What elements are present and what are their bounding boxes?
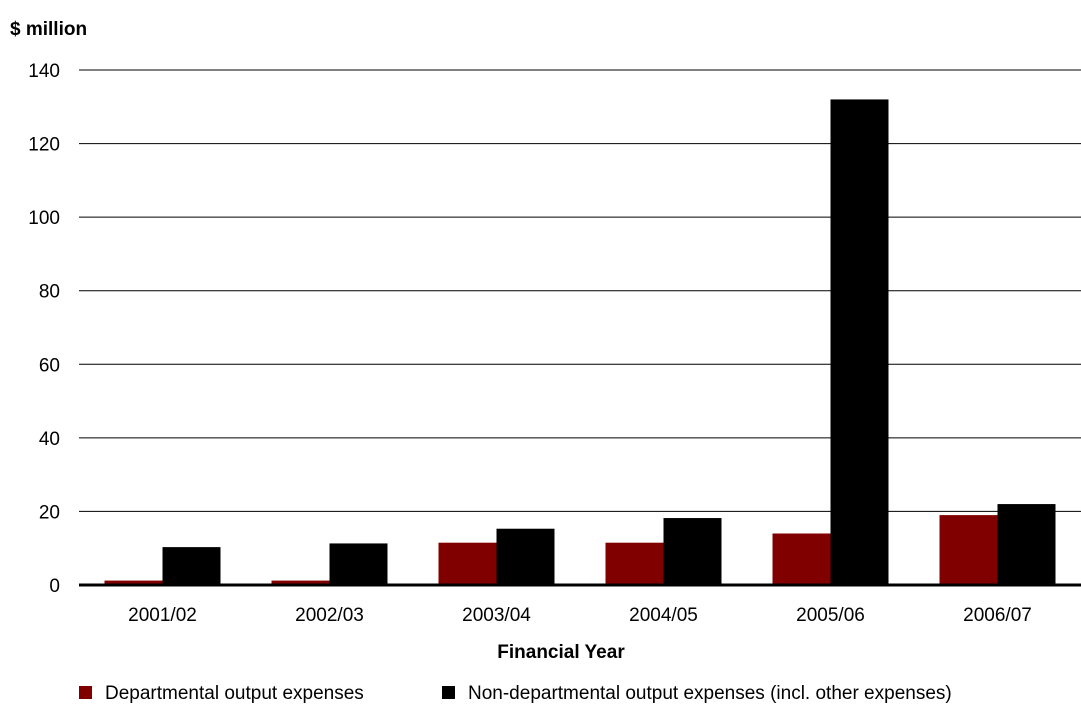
y-tick-label: 60 bbox=[39, 355, 60, 376]
y-tick-label: 140 bbox=[28, 61, 60, 82]
bar-non-departmental bbox=[830, 99, 889, 585]
bar-non-departmental bbox=[997, 504, 1056, 585]
bar-departmental bbox=[605, 542, 664, 585]
legend-label-non-departmental: Non-departmental output expenses (incl. … bbox=[468, 683, 952, 704]
bars bbox=[104, 99, 1056, 585]
bar-departmental bbox=[438, 542, 497, 585]
x-tick-label: 2002/03 bbox=[295, 605, 364, 626]
legend-swatch-non-departmental bbox=[442, 686, 455, 699]
legend-swatch-departmental bbox=[79, 686, 92, 699]
bar-departmental bbox=[104, 580, 163, 585]
bar-non-departmental bbox=[663, 518, 722, 585]
y-tick-label: 0 bbox=[49, 576, 60, 597]
x-tick-label: 2006/07 bbox=[963, 605, 1032, 626]
y-tick-label: 80 bbox=[39, 282, 60, 303]
y-tick-label: 120 bbox=[28, 135, 60, 156]
bar-non-departmental bbox=[496, 528, 555, 585]
x-tick-label: 2005/06 bbox=[796, 605, 865, 626]
legend-label-departmental: Departmental output expenses bbox=[105, 683, 364, 704]
x-tick-label: 2001/02 bbox=[128, 605, 197, 626]
x-axis-title: Financial Year bbox=[497, 642, 625, 663]
y-axis-tick-labels: 0 20 40 60 80 100 120 140 bbox=[28, 61, 60, 597]
bar-non-departmental bbox=[329, 543, 388, 585]
bar-non-departmental bbox=[162, 547, 221, 585]
y-axis-title: $ million bbox=[10, 19, 87, 40]
x-tick-label: 2004/05 bbox=[629, 605, 698, 626]
y-tick-label: 100 bbox=[28, 208, 60, 229]
bar-departmental bbox=[939, 515, 998, 585]
x-axis-tick-labels: 2001/02 2002/03 2003/04 2004/05 2005/06 2006/… bbox=[128, 605, 1032, 626]
y-tick-label: 20 bbox=[39, 502, 60, 523]
bar-departmental bbox=[271, 580, 330, 585]
gridlines bbox=[79, 69, 1081, 512]
legend: Departmental output expenses Non-departm… bbox=[79, 683, 952, 704]
x-tick-label: 2003/04 bbox=[462, 605, 531, 626]
bar-departmental bbox=[772, 533, 831, 585]
y-tick-label: 40 bbox=[39, 429, 60, 450]
